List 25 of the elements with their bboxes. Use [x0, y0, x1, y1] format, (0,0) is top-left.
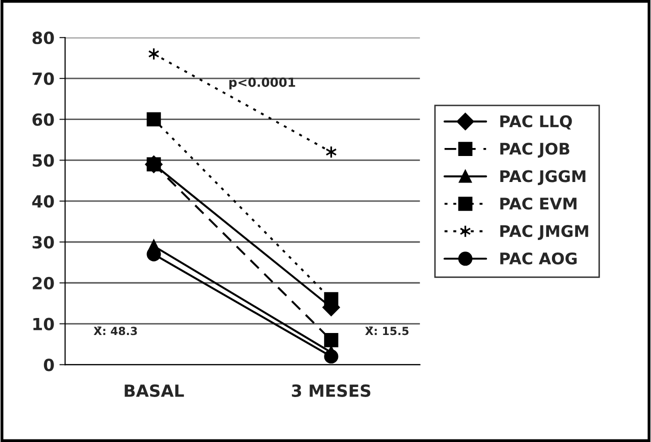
y-tick-label: 70: [32, 72, 54, 86]
x-tick-label: 3 MESES: [292, 384, 370, 397]
point: [324, 333, 338, 348]
legend-label: PAC JMGM: [500, 225, 588, 240]
point: [324, 349, 338, 364]
y-tick-label: 80: [32, 32, 54, 44]
legend-label: PAC LLQ: [500, 115, 572, 130]
y-tick-label: 30: [32, 236, 54, 249]
y-tick-label: 0: [44, 358, 54, 372]
point: [146, 247, 161, 262]
y-tick-label: 20: [32, 276, 54, 290]
y-tick-label: 60: [32, 113, 54, 126]
point: [324, 292, 338, 306]
legend-label: PAC JOB: [500, 142, 570, 158]
annotation: X̄: 48.3: [94, 326, 137, 336]
legend-label: PAC EVM: [500, 198, 576, 210]
y-tick-label: 10: [33, 318, 54, 330]
point: [146, 112, 161, 126]
y-tick-label: 50: [32, 154, 54, 167]
legend-label: PAC AOG: [500, 252, 577, 265]
x-tick-label: BASAL: [124, 384, 184, 397]
annotation: X̄: 15.5: [365, 326, 408, 336]
y-tick-label: 40: [32, 195, 54, 208]
annotation: p<0.0001: [229, 78, 296, 90]
legend-label: PAC JGGM: [500, 170, 586, 186]
